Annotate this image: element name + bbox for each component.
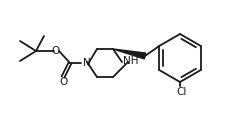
Text: N: N <box>83 58 91 68</box>
Polygon shape <box>113 49 146 59</box>
Text: Cl: Cl <box>177 87 187 97</box>
Text: O: O <box>51 46 59 56</box>
Text: O: O <box>59 77 67 87</box>
Text: NH: NH <box>123 56 139 66</box>
